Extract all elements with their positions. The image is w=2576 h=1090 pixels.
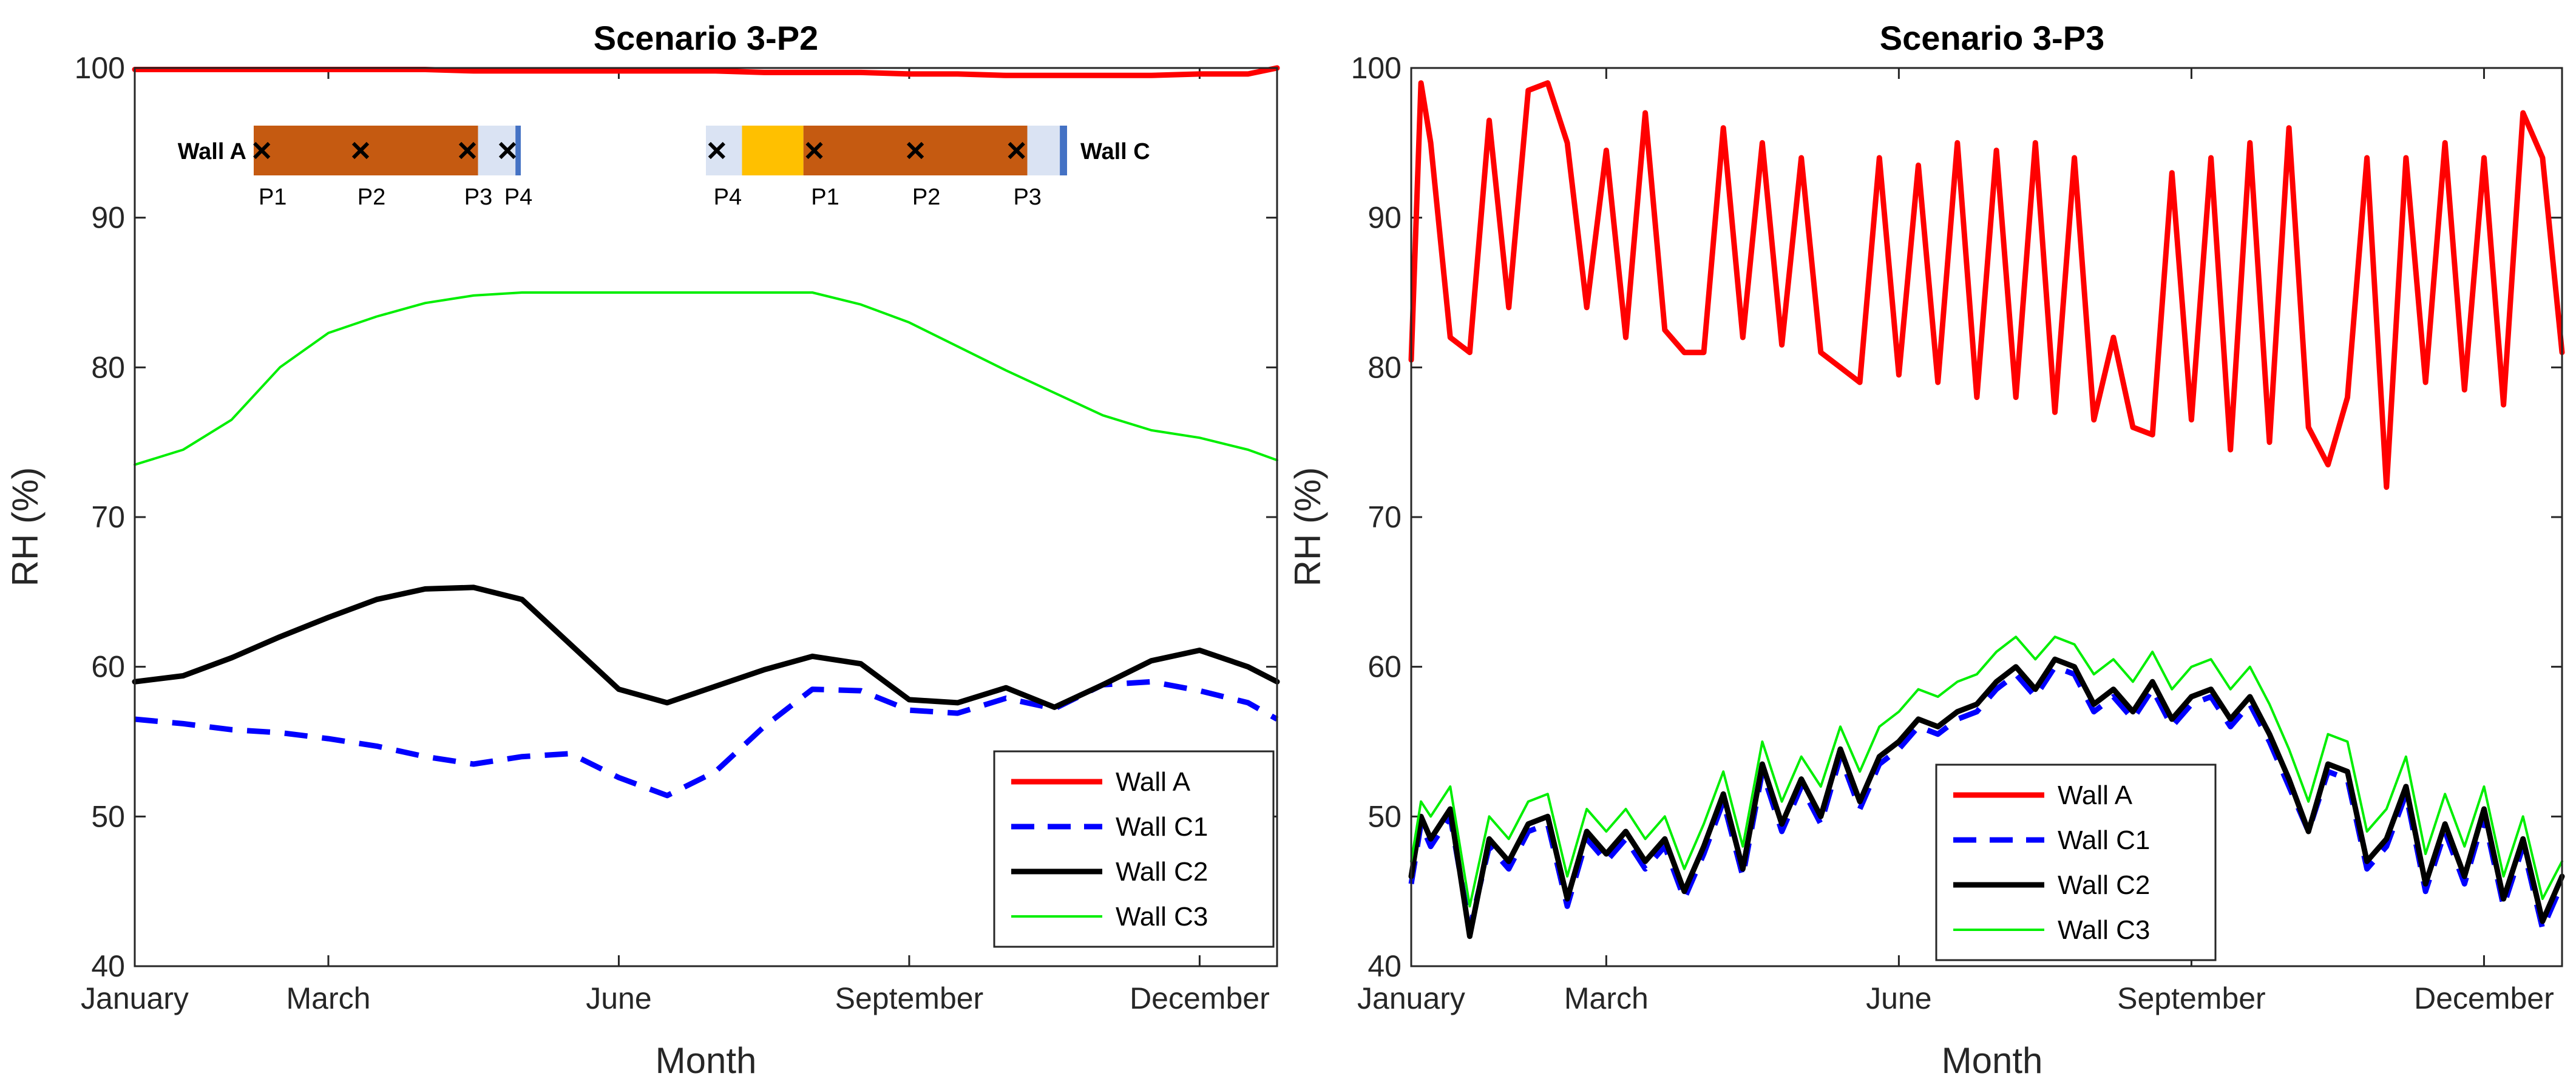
wall-diagram-wall-a: P1 P2 P3 P4 Wall A	[178, 126, 532, 210]
chart-scenario-3-p3: Scenario 3-P3 Month RH (%) 40 50 60 70 80 90 1…	[1287, 19, 2565, 1081]
wall-layer	[254, 126, 478, 175]
chart-title: Scenario 3-P3	[1880, 19, 2104, 57]
wall-layer	[742, 126, 804, 175]
point-marker-p3	[458, 141, 476, 160]
y-tick-label: 80	[1368, 350, 1402, 384]
series-line-wall-c2	[1408, 656, 2565, 939]
chart-title: Scenario 3-P2	[594, 19, 818, 57]
series-line-wall-c3	[134, 291, 1278, 466]
legend-entry-wall-c3: Wall C3	[1116, 902, 1208, 932]
x-tick-label-march: March	[286, 981, 371, 1015]
point-label-p2: P2	[912, 184, 940, 210]
point-label-p1: P1	[259, 184, 286, 210]
legend-entry-wall-a: Wall A	[1116, 767, 1191, 797]
x-tick-label-december: December	[2414, 981, 2554, 1015]
y-axis-label: RH (%)	[1287, 467, 1328, 587]
point-marker-p2	[906, 141, 924, 160]
point-label-p4: P4	[714, 184, 742, 210]
y-tick-label: 100	[1351, 51, 1402, 85]
x-axis-label: Month	[1942, 1040, 2043, 1081]
legend-entry-wall-c2: Wall C2	[2058, 870, 2150, 900]
wall-layer	[1060, 126, 1067, 175]
y-tick-label: 40	[1368, 949, 1402, 983]
point-marker-p1	[805, 141, 823, 160]
y-tick-label: 80	[91, 350, 125, 384]
point-marker-p4	[708, 141, 725, 160]
wall-label-wall-c: Wall C	[1080, 139, 1150, 164]
x-tick-label-september: September	[835, 981, 984, 1015]
x-tick-label-september: September	[2117, 981, 2266, 1015]
point-marker-p4	[498, 141, 517, 160]
point-marker-p1	[253, 141, 271, 160]
y-tick-label: 70	[1368, 500, 1402, 534]
x-tick-label-march: March	[1564, 981, 1649, 1015]
series-line-wall-c3	[1410, 635, 2563, 908]
y-tick-label: 50	[91, 799, 125, 833]
y-tick-label: 90	[91, 201, 125, 235]
legend-box	[993, 750, 1275, 948]
y-tick-label: 60	[91, 650, 125, 684]
wall-section-inset: P1 P2 P3 P4 Wall A P4 P1 P2 P3 Wall C	[178, 126, 1150, 210]
y-tick-label: 40	[91, 949, 125, 983]
point-marker-p2	[351, 141, 370, 160]
point-label-p3: P3	[464, 184, 492, 210]
legend: Wall A Wall C1 Wall C2 Wall C3	[1935, 763, 2217, 961]
series-group	[132, 65, 1280, 799]
y-axis-label: RH (%)	[5, 467, 46, 587]
y-tick-label: 100	[75, 51, 125, 85]
legend-entry-wall-a: Wall A	[2058, 780, 2133, 810]
axes-frame	[1410, 67, 2563, 967]
point-label-p4: P4	[504, 184, 532, 210]
y-tick-label: 50	[1368, 799, 1402, 833]
point-label-p3: P3	[1013, 184, 1041, 210]
x-tick-label-june: June	[1866, 981, 1931, 1015]
y-tick-label: 90	[1368, 201, 1402, 235]
series-line-wall-a	[1408, 80, 2565, 490]
chart-scenario-3-p2: Scenario 3-P2 Month RH (%) 40 50 60 70 80 90 1…	[5, 19, 1280, 1081]
x-tick-label-december: December	[1130, 981, 1270, 1015]
axes-frame	[134, 67, 1278, 967]
legend-entry-wall-c2: Wall C2	[1116, 857, 1208, 887]
series-group	[1408, 80, 2565, 939]
point-marker-p3	[1008, 141, 1025, 160]
series-line-wall-a	[132, 65, 1280, 78]
x-tick-label-january: January	[1357, 981, 1465, 1015]
wall-layer	[706, 126, 742, 175]
y-tick-label: 60	[1368, 650, 1402, 684]
wall-layer	[515, 126, 521, 175]
point-label-p2: P2	[358, 184, 385, 210]
x-axis-label: Month	[656, 1040, 757, 1081]
legend-entry-wall-c3: Wall C3	[2058, 915, 2150, 945]
wall-layer	[1027, 126, 1060, 175]
wall-diagram-wall-c: P4 P1 P2 P3 Wall C	[706, 126, 1150, 210]
legend-entry-wall-c1: Wall C1	[2058, 825, 2150, 855]
series-line-wall-c2	[132, 584, 1280, 710]
wall-label-wall-a: Wall A	[178, 139, 246, 164]
legend: Wall A Wall C1 Wall C2 Wall C3	[993, 750, 1275, 948]
y-tick-label: 70	[91, 500, 125, 534]
x-tick-label-january: January	[81, 981, 189, 1015]
point-label-p1: P1	[811, 184, 839, 210]
legend-entry-wall-c1: Wall C1	[1116, 812, 1208, 842]
x-tick-label-june: June	[586, 981, 651, 1015]
